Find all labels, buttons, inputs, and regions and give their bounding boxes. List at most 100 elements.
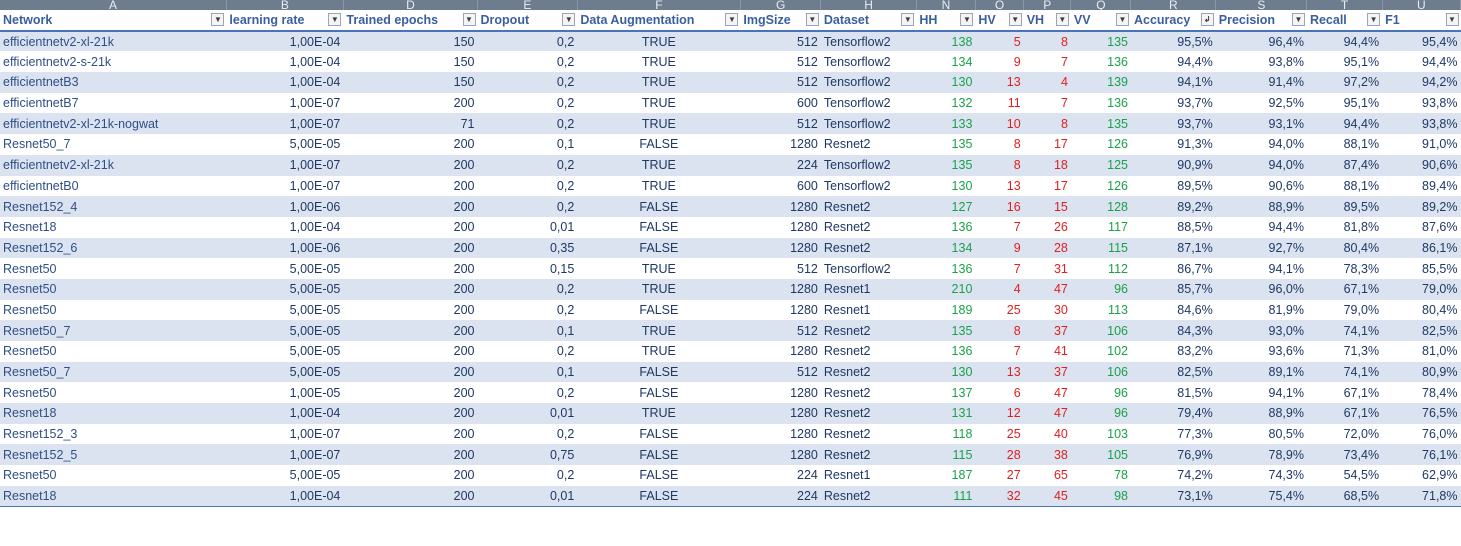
column-letter-g[interactable]: G	[740, 0, 822, 10]
cell-dataset[interactable]: Resnet2	[820, 341, 917, 362]
cell-network[interactable]: efficientnetv2-xl-21k-nogwat	[0, 113, 227, 135]
cell-vh[interactable]: 37	[1023, 361, 1071, 383]
cell-f1[interactable]: 76,5%	[1382, 403, 1461, 424]
table-row[interactable]: Resnet18 1,00E-04 200 0,01 FALSE 224 Resnet2 11…	[0, 485, 1461, 507]
cell-vv[interactable]: 96	[1070, 278, 1131, 300]
cell-vh[interactable]: 30	[1023, 299, 1071, 321]
cell-trained-epochs[interactable]: 200	[343, 403, 478, 424]
cell-learning-rate[interactable]: 1,00E-07	[226, 444, 344, 466]
table-row[interactable]: Resnet50 5,00E-05 200 0,2 TRUE 1280 Resnet1 210…	[0, 278, 1461, 300]
cell-dropout[interactable]: 0,1	[477, 320, 578, 341]
cell-f1[interactable]: 86,1%	[1382, 237, 1461, 259]
cell-accuracy[interactable]: 89,2%	[1130, 196, 1216, 217]
cell-imgsize[interactable]: 224	[740, 465, 821, 486]
table-row[interactable]: Resnet152_4 1,00E-06 200 0,2 FALSE 1280 Resnet…	[0, 196, 1461, 217]
cell-trained-epochs[interactable]: 200	[343, 465, 478, 486]
cell-hh[interactable]: 111	[916, 485, 976, 507]
column-letter-a[interactable]: A	[0, 0, 227, 10]
cell-dataset[interactable]: Resnet2	[820, 134, 917, 155]
cell-trained-epochs[interactable]: 200	[343, 382, 478, 404]
cell-vv[interactable]: 78	[1070, 465, 1131, 486]
cell-hh[interactable]: 134	[916, 237, 976, 259]
cell-precision[interactable]: 94,0%	[1215, 134, 1307, 155]
cell-hh[interactable]: 134	[916, 51, 976, 73]
cell-vv[interactable]: 96	[1070, 382, 1131, 404]
cell-vv[interactable]: 102	[1070, 341, 1131, 362]
cell-vh[interactable]: 47	[1023, 278, 1071, 300]
cell-learning-rate[interactable]: 1,00E-04	[226, 72, 344, 93]
cell-hv[interactable]: 10	[975, 113, 1024, 135]
cell-learning-rate[interactable]: 5,00E-05	[226, 278, 344, 300]
cell-recall[interactable]: 71,3%	[1306, 341, 1383, 362]
cell-trained-epochs[interactable]: 200	[343, 134, 478, 155]
cell-precision[interactable]: 96,4%	[1215, 30, 1307, 52]
cell-network[interactable]: Resnet50	[0, 278, 227, 300]
cell-network[interactable]: Resnet50	[0, 258, 227, 279]
cell-dropout[interactable]: 0,75	[477, 444, 578, 466]
cell-learning-rate[interactable]: 5,00E-05	[226, 320, 344, 341]
cell-imgsize[interactable]: 1280	[740, 341, 821, 362]
cell-network[interactable]: efficientnetv2-xl-21k	[0, 154, 227, 176]
cell-data-augmentation[interactable]: TRUE	[577, 258, 741, 279]
cell-trained-epochs[interactable]: 71	[343, 113, 478, 135]
cell-hh[interactable]: 130	[916, 72, 976, 93]
column-letter-t[interactable]: T	[1306, 0, 1383, 10]
cell-dropout[interactable]: 0,2	[477, 382, 578, 404]
cell-recall[interactable]: 88,1%	[1306, 134, 1383, 155]
cell-accuracy[interactable]: 94,4%	[1130, 51, 1216, 73]
cell-precision[interactable]: 88,9%	[1215, 403, 1307, 424]
cell-dropout[interactable]: 0,1	[477, 361, 578, 383]
cell-accuracy[interactable]: 93,7%	[1130, 113, 1216, 135]
cell-recall[interactable]: 88,1%	[1306, 175, 1383, 197]
cell-network[interactable]: Resnet50_7	[0, 134, 227, 155]
cell-accuracy[interactable]: 81,5%	[1130, 382, 1216, 404]
cell-vh[interactable]: 31	[1023, 258, 1071, 279]
cell-data-augmentation[interactable]: TRUE	[577, 278, 741, 300]
cell-trained-epochs[interactable]: 200	[343, 237, 478, 259]
cell-recall[interactable]: 95,1%	[1306, 51, 1383, 73]
cell-learning-rate[interactable]: 5,00E-05	[226, 299, 344, 321]
cell-trained-epochs[interactable]: 200	[343, 423, 478, 445]
table-row[interactable]: Resnet18 1,00E-04 200 0,01 TRUE 1280 Resnet2 13…	[0, 403, 1461, 424]
cell-hh[interactable]: 136	[916, 258, 976, 279]
cell-recall[interactable]: 81,8%	[1306, 216, 1383, 238]
cell-dropout[interactable]: 0,2	[477, 113, 578, 135]
cell-data-augmentation[interactable]: TRUE	[577, 341, 741, 362]
filter-dropdown-icon[interactable]: ▼	[1008, 13, 1022, 26]
cell-dataset[interactable]: Resnet1	[820, 278, 917, 300]
column-letter-e[interactable]: E	[477, 0, 578, 10]
cell-precision[interactable]: 80,5%	[1215, 423, 1307, 445]
cell-hh[interactable]: 131	[916, 403, 976, 424]
cell-accuracy[interactable]: 87,1%	[1130, 237, 1216, 259]
cell-imgsize[interactable]: 512	[740, 51, 821, 73]
table-row[interactable]: Resnet50 1,00E-05 200 0,2 FALSE 1280 Resnet2 13…	[0, 382, 1461, 404]
cell-dataset[interactable]: Resnet2	[820, 320, 917, 341]
cell-network[interactable]: Resnet18	[0, 216, 227, 238]
cell-hh[interactable]: 132	[916, 92, 976, 114]
cell-accuracy[interactable]: 94,1%	[1130, 72, 1216, 93]
cell-network[interactable]: Resnet50	[0, 465, 227, 486]
cell-data-augmentation[interactable]: TRUE	[577, 92, 741, 114]
cell-precision[interactable]: 94,1%	[1215, 382, 1307, 404]
cell-learning-rate[interactable]: 1,00E-06	[226, 237, 344, 259]
cell-hh[interactable]: 137	[916, 382, 976, 404]
cell-vv[interactable]: 126	[1070, 134, 1131, 155]
cell-recall[interactable]: 89,5%	[1306, 196, 1383, 217]
table-row[interactable]: Resnet50 5,00E-05 200 0,15 TRUE 512 Tensorflow…	[0, 258, 1461, 279]
cell-dataset[interactable]: Tensorflow2	[820, 92, 917, 114]
column-letter-h[interactable]: H	[820, 0, 917, 10]
cell-f1[interactable]: 82,5%	[1382, 320, 1461, 341]
cell-recall[interactable]: 97,2%	[1306, 72, 1383, 93]
cell-vh[interactable]: 26	[1023, 216, 1071, 238]
cell-trained-epochs[interactable]: 200	[343, 154, 478, 176]
cell-network[interactable]: Resnet50_7	[0, 361, 227, 383]
cell-learning-rate[interactable]: 1,00E-05	[226, 382, 344, 404]
table-row[interactable]: efficientnetv2-xl-21k 1,00E-07 200 0,2 TRUE 2…	[0, 154, 1461, 176]
cell-learning-rate[interactable]: 1,00E-04	[226, 51, 344, 73]
cell-recall[interactable]: 94,4%	[1306, 113, 1383, 135]
cell-learning-rate[interactable]: 1,00E-04	[226, 30, 344, 52]
cell-imgsize[interactable]: 1280	[740, 403, 821, 424]
cell-learning-rate[interactable]: 1,00E-07	[226, 175, 344, 197]
cell-imgsize[interactable]: 224	[740, 485, 821, 507]
cell-trained-epochs[interactable]: 200	[343, 258, 478, 279]
